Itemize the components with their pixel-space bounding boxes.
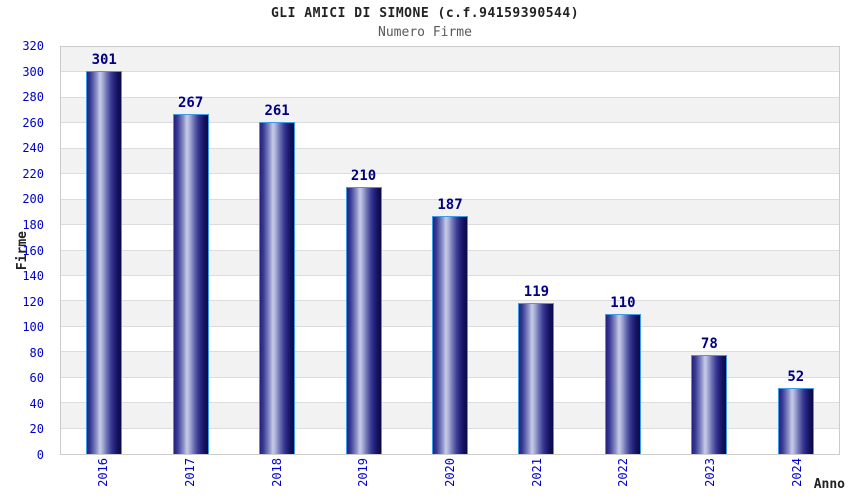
y-tick-label: 200 xyxy=(22,192,44,207)
x-axis: 2016 2017 2018 2019 2020 2021 2022 2023 2024 xyxy=(60,458,840,500)
bar-value-label: 187 xyxy=(437,197,463,214)
bar-value-label: 110 xyxy=(610,295,636,312)
bar-value-label: 78 xyxy=(700,335,718,352)
bar-value-label: 210 xyxy=(350,167,377,184)
bar-value-label: 119 xyxy=(523,283,550,300)
grid-line xyxy=(61,96,839,98)
bar-2016 xyxy=(86,71,123,454)
bar-2024 xyxy=(777,387,814,454)
y-tick-label: 80 xyxy=(29,345,44,360)
y-tick-label: 240 xyxy=(22,141,44,156)
bar-2021 xyxy=(518,302,555,454)
y-tick-label: 280 xyxy=(22,90,44,105)
x-tick-label: 2020 xyxy=(443,458,457,487)
grid-line xyxy=(61,147,839,149)
y-axis: 0 20 40 60 80 100 120 140 160 180 200 220 240 260 280 3… xyxy=(0,39,52,462)
plot-area: 301 267 261 210 187 119 110 78 52 xyxy=(60,46,840,455)
x-tick-label: 2018 xyxy=(269,458,284,487)
bar-value-label: 261 xyxy=(264,103,290,120)
y-tick-label: 220 xyxy=(22,166,44,181)
bar-2018 xyxy=(259,122,296,454)
y-tick-label: 260 xyxy=(22,115,44,130)
chart-subtitle: Numero Firme xyxy=(378,25,472,40)
x-tick-label: 2023 xyxy=(703,458,717,487)
x-tick-label: 2022 xyxy=(616,458,631,487)
bar-2019 xyxy=(345,186,382,454)
y-tick-label: 100 xyxy=(22,320,44,335)
bar-2023 xyxy=(691,354,728,454)
y-tick-label: 320 xyxy=(22,39,44,53)
plot-band xyxy=(61,72,839,98)
y-tick-label: 0 xyxy=(36,448,44,462)
y-tick-label: 40 xyxy=(29,396,44,411)
y-tick-label: 60 xyxy=(29,371,44,386)
x-tick-label: 2016 xyxy=(96,458,111,487)
y-tick-label: 160 xyxy=(22,243,44,258)
y-tick-label: 120 xyxy=(22,294,44,309)
x-tick-label: 2024 xyxy=(789,458,804,487)
x-tick-label: 2017 xyxy=(182,458,197,487)
bar-value-label: 52 xyxy=(787,368,805,385)
x-tick-label: 2019 xyxy=(356,458,371,487)
y-tick-label: 140 xyxy=(22,269,44,284)
bar-2020 xyxy=(432,216,468,454)
x-axis-title: Anno xyxy=(813,477,845,492)
grid-line xyxy=(61,71,839,73)
grid-line xyxy=(61,173,839,175)
plot-band xyxy=(61,47,839,73)
y-tick-label: 300 xyxy=(22,64,44,79)
bar-value-label: 301 xyxy=(91,52,117,69)
bar-2017 xyxy=(172,114,209,454)
bar-value-label: 267 xyxy=(178,95,204,112)
chart-title: GLI AMICI DI SIMONE (c.f.94159390544) xyxy=(270,6,580,21)
grid-line xyxy=(61,198,839,200)
bar-2022 xyxy=(604,314,641,454)
y-tick-label: 20 xyxy=(29,422,44,437)
grid-line xyxy=(61,122,839,124)
x-tick-label: 2021 xyxy=(529,458,544,487)
y-tick-label: 180 xyxy=(22,217,44,232)
